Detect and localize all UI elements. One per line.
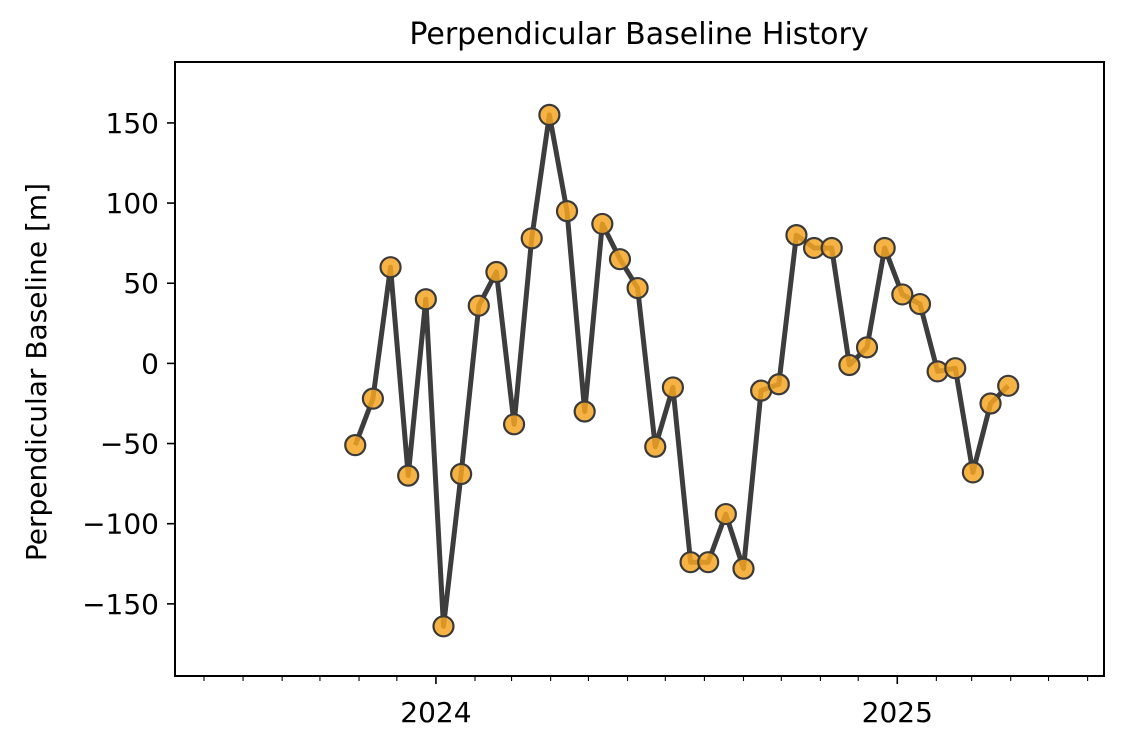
- data-point: [432, 615, 455, 638]
- y-tick-label: 0: [141, 347, 159, 380]
- y-tick-label: −150: [82, 588, 159, 621]
- y-axis-label: Perpendicular Baseline [m]: [20, 183, 53, 561]
- x-axis: 2024 2025: [203, 676, 1089, 729]
- data-point: [855, 336, 879, 359]
- data-point: [379, 256, 402, 279]
- data-point: [467, 294, 490, 317]
- data-point: [644, 435, 667, 458]
- data-point: [926, 360, 949, 383]
- x-tick-label: 2024: [400, 696, 471, 729]
- series-line: [352, 112, 1010, 629]
- plot-frame: [174, 61, 1105, 677]
- data-point: [979, 392, 1002, 415]
- y-axis: 150 100 50 0 −50 −100 −150: [82, 107, 175, 621]
- y-tick-label: 50: [123, 267, 159, 300]
- data-point: [344, 434, 367, 457]
- data-point: [450, 462, 473, 486]
- data-point: [873, 236, 896, 260]
- y-tick-label: 100: [106, 187, 159, 220]
- data-point: [591, 212, 614, 236]
- data-point: [714, 502, 737, 526]
- data-point: [838, 353, 861, 377]
- data-point: [767, 373, 790, 396]
- data-point: [626, 276, 649, 300]
- data-point: [608, 248, 632, 271]
- data-point: [397, 464, 420, 487]
- data-point: [555, 199, 579, 223]
- data-point: [661, 376, 685, 399]
- data-point: [361, 387, 385, 410]
- chart-title: Perpendicular Baseline History: [409, 17, 868, 52]
- data-point: [485, 260, 508, 284]
- baseline-series: [344, 103, 1020, 638]
- data-point: [785, 224, 808, 247]
- data-point: [414, 288, 437, 311]
- y-tick-label: −50: [100, 428, 159, 461]
- data-point: [502, 413, 526, 436]
- data-point: [820, 236, 843, 260]
- data-point: [944, 357, 967, 380]
- y-tick-label: −100: [82, 508, 159, 541]
- data-point: [997, 374, 1020, 397]
- data-point: [908, 292, 932, 316]
- data-point: [573, 400, 596, 423]
- data-point: [732, 557, 755, 580]
- data-point: [538, 103, 561, 127]
- data-point: [961, 461, 985, 484]
- data-point: [891, 283, 914, 306]
- data-point: [697, 551, 720, 574]
- data-point: [520, 227, 543, 250]
- x-tick-label: 2025: [862, 696, 933, 729]
- y-tick-label: 150: [106, 107, 159, 140]
